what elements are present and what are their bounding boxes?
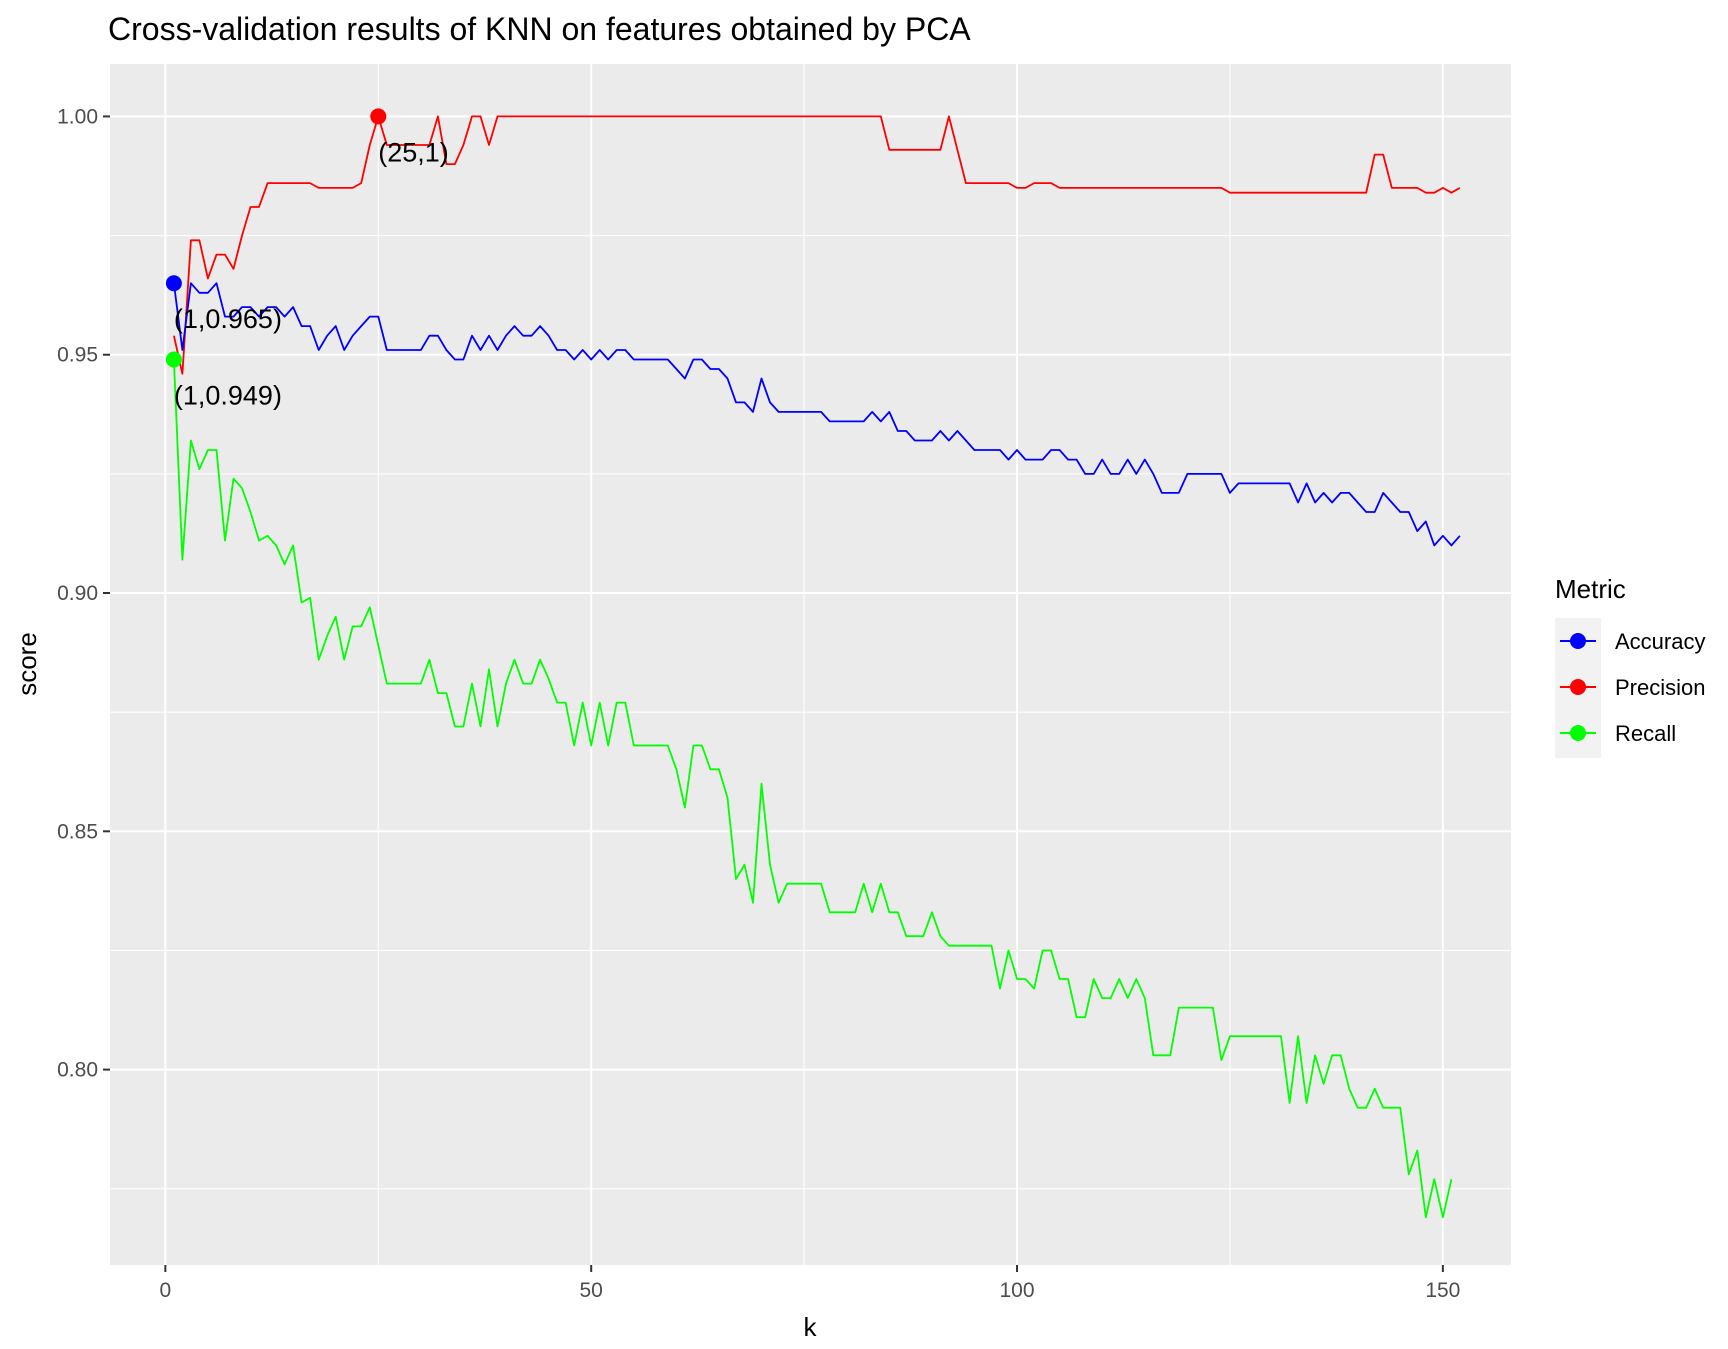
- legend-key-point: [1570, 725, 1586, 741]
- legend-label-precision: Precision: [1615, 675, 1705, 700]
- y-tick-label: 0.80: [57, 1059, 98, 1082]
- chart-title: Cross-validation results of KNN on featu…: [108, 11, 971, 47]
- legend: Metric Accuracy Precision Recall: [1555, 574, 1705, 758]
- y-tick-label: 1.00: [57, 105, 98, 128]
- series-line-accuracy: [173, 282, 1461, 547]
- y-axis: 0.80 0.85 0.90 0.95 1.00: [57, 105, 110, 1082]
- highlighted-points: [165, 108, 387, 368]
- legend-key-point: [1570, 679, 1586, 695]
- legend-label-recall: Recall: [1615, 721, 1676, 746]
- series-line-precision: [173, 115, 1461, 375]
- x-axis-label: k: [804, 1312, 818, 1342]
- x-tick-label: 100: [1000, 1279, 1035, 1302]
- y-tick-label: 0.85: [57, 820, 98, 843]
- highlight-point-recall: [165, 351, 182, 368]
- point-label-recall: (1,0.949): [174, 380, 282, 410]
- legend-key-point: [1570, 633, 1586, 649]
- legend-entries: Accuracy Precision Recall: [1560, 629, 1705, 746]
- y-tick-label: 0.90: [57, 582, 98, 605]
- point-label-precision: (25,1): [378, 137, 449, 167]
- legend-title: Metric: [1555, 574, 1626, 604]
- minor-gridlines: [110, 64, 1511, 1265]
- series-line-recall: [173, 359, 1453, 1219]
- point-label-accuracy: (1,0.965): [174, 304, 282, 334]
- x-axis: 0 50 100 150: [160, 1265, 1460, 1302]
- x-tick-label: 50: [580, 1279, 603, 1302]
- series-lines: [173, 115, 1461, 1219]
- major-gridlines: [110, 64, 1511, 1265]
- x-tick-label: 150: [1425, 1279, 1460, 1302]
- y-axis-label: score: [12, 632, 42, 696]
- legend-label-accuracy: Accuracy: [1615, 629, 1705, 654]
- highlight-point-precision: [370, 108, 387, 125]
- point-labels: (1,0.965) (1,0.949) (25,1): [174, 137, 449, 410]
- highlight-point-accuracy: [165, 275, 182, 292]
- x-tick-label: 0: [160, 1279, 172, 1302]
- y-tick-label: 0.95: [57, 344, 98, 367]
- plot-panel: [110, 64, 1511, 1265]
